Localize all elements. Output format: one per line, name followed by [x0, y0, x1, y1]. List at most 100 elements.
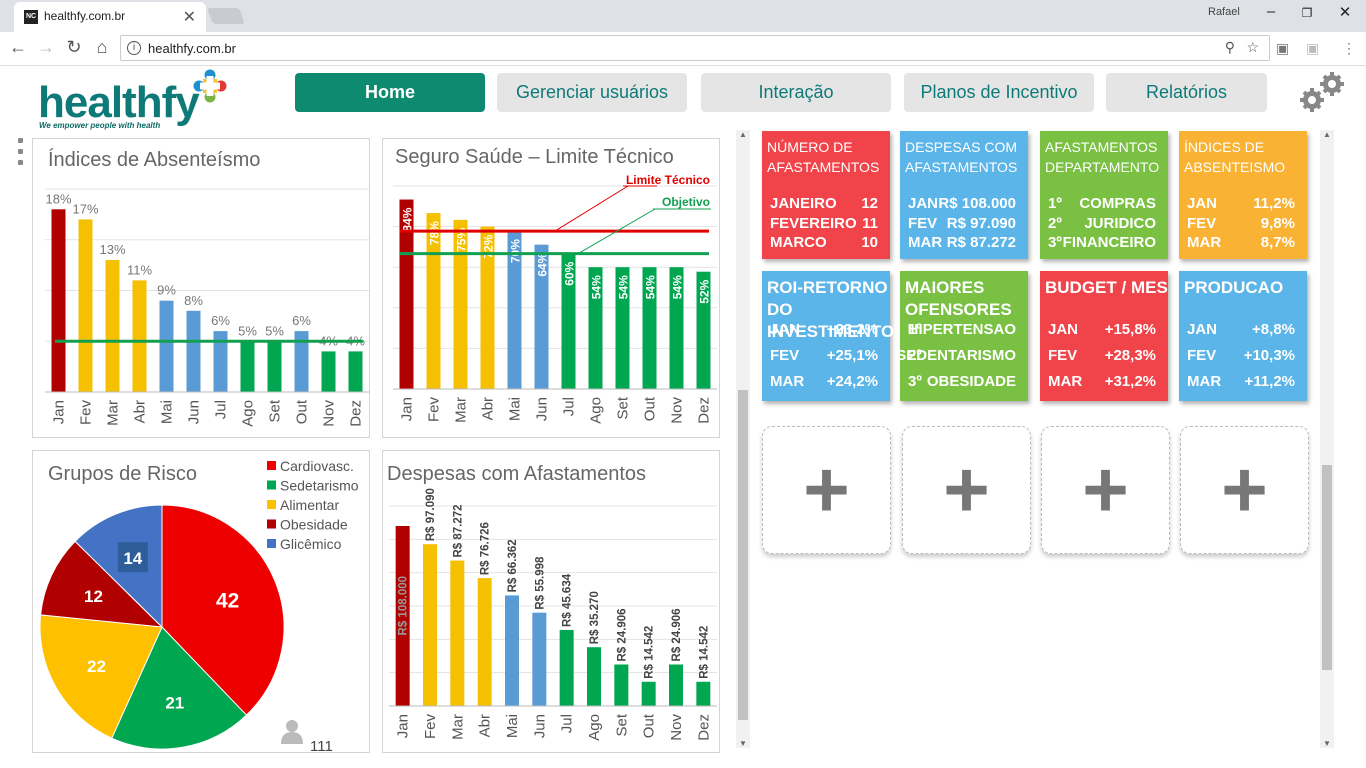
despesas-chart: Jan R$ 108.000 Fev R$ 97.090 Mar R$ 87.272 Abr… [389, 488, 717, 741]
kpi-tile[interactable]: ÍNDICES DE ABSENTEISMO JAN 11,2% FEV 9,8% MAR… [1179, 131, 1307, 259]
x-tick-label: Abr [480, 397, 497, 420]
plus-icon: + [943, 445, 990, 534]
add-widget-card[interactable]: + [762, 426, 891, 554]
tile-row-label: 3º [1048, 234, 1062, 251]
data-label: 64% [536, 252, 550, 276]
seguro-panel: Seguro Saúde – Limite Técnico Jan 84% Fev 7… [382, 138, 720, 438]
bar-fev [78, 219, 93, 392]
bar-mai [159, 300, 174, 392]
bar-set [615, 267, 630, 389]
search-icon[interactable]: ⚲ [1224, 39, 1235, 55]
reload-icon[interactable]: ↻ [66, 37, 82, 57]
pie-slice-obesidade [40, 540, 164, 628]
absenteeism-panel: Índices de Absenteísmo Jan 18% Fev 17% Mar 13… [32, 138, 370, 438]
extension-icon-2[interactable]: ▣ [1306, 40, 1320, 56]
nav-gerenciar-usuarios[interactable]: Gerenciar usuários [497, 73, 687, 112]
scroll-down-icon-2[interactable]: ▼ [1323, 739, 1331, 748]
x-tick-label: Jan [395, 714, 412, 738]
data-label: 5% [238, 323, 257, 338]
data-label: 70% [509, 239, 523, 263]
menu-icon[interactable]: ⋮ [1342, 40, 1356, 56]
home-icon[interactable]: ⌂ [96, 37, 108, 57]
new-tab-button[interactable] [207, 8, 245, 24]
data-label: R$ 76.726 [480, 522, 492, 575]
maximize-icon[interactable]: ❐ [1301, 6, 1313, 20]
scroll-down-icon[interactable]: ▼ [739, 739, 747, 748]
scroll-thumb-2[interactable] [1322, 465, 1332, 670]
bar-dez [348, 351, 363, 392]
x-tick-label: Abr [132, 400, 149, 423]
tile-title: AFASTAMENTOS DEPARTAMENTO [1045, 139, 1160, 175]
kpi-tile[interactable]: AFASTAMENTOS DEPARTAMENTO 1º COMPRAS 2º JURI… [1040, 131, 1168, 259]
x-tick-label: Mai [504, 714, 521, 738]
tile-row-value: +11,2% [1244, 373, 1295, 390]
tile-row-label: MAR [1187, 234, 1222, 251]
tile-row-label: JAN [770, 321, 801, 338]
settings-gear-icon[interactable] [1298, 70, 1346, 114]
kpi-tile[interactable]: MAIORES OFENSORES 1º HIPERTENSAO 2º SEDENTAR… [896, 271, 1028, 401]
star-icon[interactable]: ☆ [1246, 39, 1259, 55]
nav-interacao[interactable]: Interação [701, 73, 891, 112]
kpi-tile[interactable]: PRODUCAO JAN +8,8% FEV +10,3% MAR +11,2% [1179, 271, 1307, 401]
plus-icon: + [1221, 445, 1268, 534]
tile-row-value: +8,8% [1252, 321, 1295, 338]
browser-tabbar: NC healthfy.com.br ✕ Rafael – ❐ ✕ [0, 0, 1366, 32]
data-label: 18% [45, 191, 71, 206]
plus-icon: + [803, 445, 850, 534]
side-menu-icon[interactable] [18, 138, 26, 172]
tile-row-value: +25,1% [826, 347, 878, 364]
bar-mar [453, 219, 468, 389]
nav-home[interactable]: Home [295, 73, 485, 112]
bar-fev [423, 544, 437, 706]
x-tick-label: Fev [422, 714, 439, 740]
tile-title: PRODUCAO [1184, 278, 1284, 297]
add-widget-card[interactable]: + [1041, 426, 1170, 554]
minimize-icon[interactable]: – [1266, 3, 1276, 20]
bar-jan [399, 199, 414, 389]
browser-user[interactable]: Rafael [1208, 6, 1240, 18]
tile-row-label: JAN [908, 195, 939, 212]
tile-row-label: FEV [770, 347, 800, 364]
limit-leader [554, 185, 629, 232]
data-label: R$ 14.542 [644, 626, 656, 679]
x-tick-label: Nov [321, 400, 338, 427]
data-label: R$ 24.906 [616, 608, 628, 661]
back-icon[interactable]: ← [9, 37, 27, 57]
x-tick-label: Fev [78, 400, 95, 426]
kpi-tile[interactable]: BUDGET / MES JAN +15,8% FEV +28,3% MAR +31,2% [1040, 271, 1168, 401]
nav-relatorios[interactable]: Relatórios [1106, 73, 1267, 112]
kpi-tile[interactable]: ROI-RETORNO DO INVESTIMENTO JAN +23,2% FEV +… [762, 271, 894, 401]
url-text: healthfy.com.br [148, 41, 236, 56]
healthfy-logo[interactable]: healthfy We empower people with health [38, 69, 238, 134]
bar-jun [534, 244, 549, 389]
add-widget-card[interactable]: + [902, 426, 1031, 554]
scroll-thumb[interactable] [738, 390, 748, 720]
browser-tab[interactable]: NC healthfy.com.br ✕ [14, 2, 206, 32]
slice-label-box [117, 542, 148, 573]
favicon-icon: NC [24, 10, 38, 24]
extension-icon[interactable]: ▣ [1276, 40, 1290, 56]
x-tick-label: Jun [186, 400, 203, 424]
add-widget-card[interactable]: + [1180, 426, 1309, 554]
close-window-icon[interactable]: ✕ [1338, 4, 1352, 21]
tiles-scrollbar[interactable]: ▲ ▼ [1320, 130, 1334, 748]
scroll-up-icon-2[interactable]: ▲ [1323, 130, 1331, 139]
bar-jun [532, 612, 547, 706]
info-icon[interactable]: i [127, 41, 141, 55]
bar-nov [321, 351, 336, 392]
address-bar[interactable]: i healthfy.com.br ⚲ ☆ [120, 35, 1270, 61]
x-tick-label: Out [642, 396, 659, 421]
scroll-up-icon[interactable]: ▲ [739, 130, 747, 139]
legend-label: Sedetarismo [280, 478, 359, 494]
charts-scrollbar[interactable]: ▲ ▼ [736, 130, 750, 748]
close-tab-icon[interactable]: ✕ [182, 9, 196, 26]
kpi-tile[interactable]: NÚMERO DE AFASTAMENTOS JANEIRO 12 FEVEREIRO… [762, 131, 890, 259]
limit-legend: Limite Técnico [626, 173, 710, 187]
tile-row-value: 10 [861, 234, 878, 251]
forward-icon[interactable]: → [37, 37, 55, 57]
nav-planos-incentivo[interactable]: Planos de Incentivo [904, 73, 1094, 112]
kpi-tile[interactable]: DESPESAS COM AFASTAMENTOS JAN R$ 108.000 FE… [900, 131, 1028, 259]
data-label: R$ 87.272 [452, 504, 464, 557]
tile-row-label: MARCO [770, 234, 827, 251]
tile-row-value: OBESIDADE [926, 373, 1016, 390]
